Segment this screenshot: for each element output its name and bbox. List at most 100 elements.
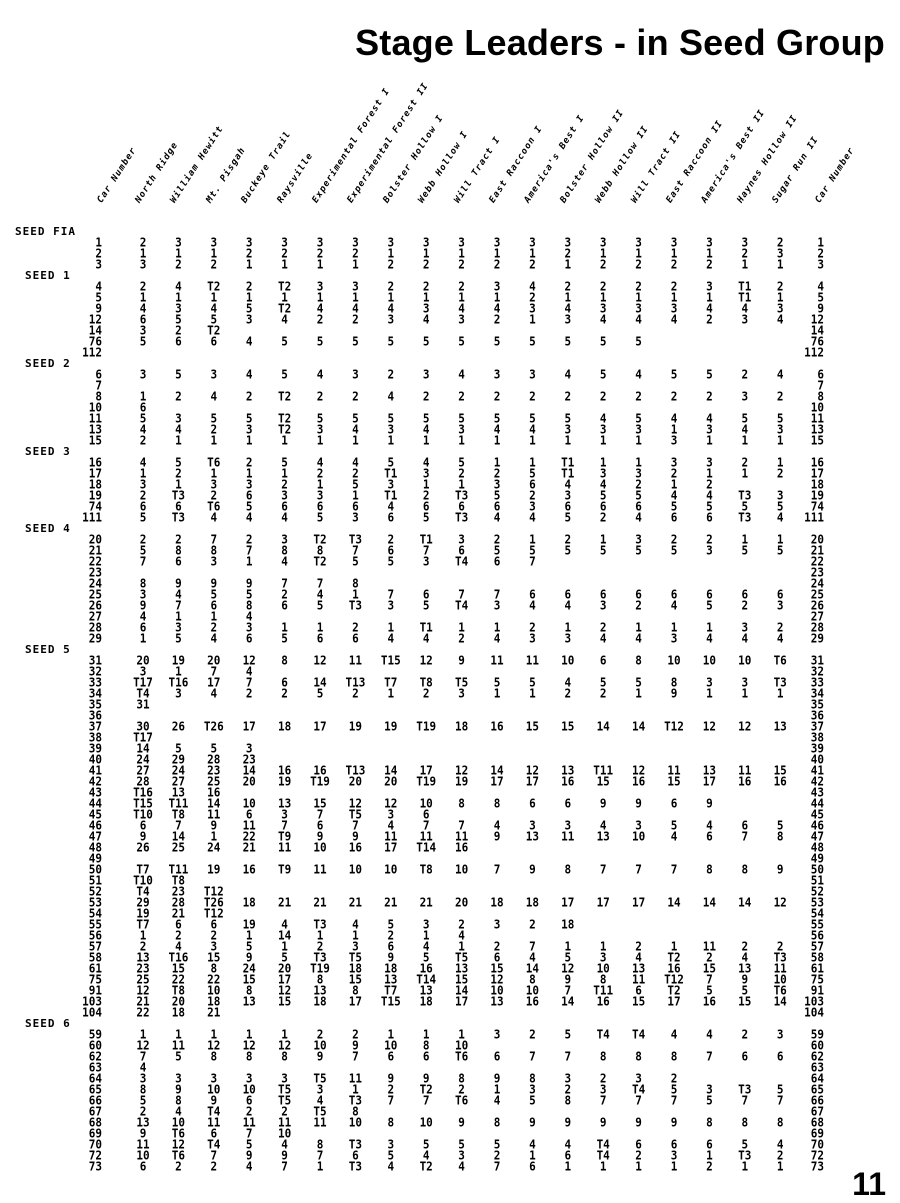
stage-position: 1 [564,433,572,448]
stage-position: 14 [738,895,752,910]
stage-position: 16 [419,961,433,976]
stage-position: 4 [599,411,607,426]
stage-position: 8 [493,796,501,811]
stage-position: 14 [207,796,221,811]
stage-position: 6 [139,620,147,635]
stage-position: 2 [422,488,430,503]
stage-position: 21 [207,1005,221,1020]
stage-position: T3 [313,917,327,932]
stage-position: 6 [564,587,572,602]
stage-position: T2 [667,983,681,998]
stage-position: 8 [387,1115,395,1130]
stage-position: 7 [458,587,465,602]
stage-position: 7 [281,818,288,833]
stage-position: 5 [706,499,713,514]
stage-position: 5 [493,675,501,690]
stage-position: 3 [635,532,642,547]
stage-position: 7 [316,807,324,822]
stage-position: 7 [741,1093,749,1108]
stage-position: 16 [348,840,363,855]
stage-position: 14 [454,983,469,998]
stage-position: 2 [316,939,324,954]
stage-position: 8 [776,1115,784,1130]
stage-position: 2 [599,686,607,701]
stage-position: 2 [387,928,395,943]
stage-position: 4 [493,818,501,833]
stage-position: 1 [281,433,288,448]
stage-position: 4 [210,389,218,404]
stage-position: 5 [564,334,572,349]
stage-position: 5 [245,1137,253,1152]
stage-position: 3 [175,1071,182,1086]
stage-position: 2 [635,477,642,492]
stage-position: 1 [422,928,430,943]
car-number-right: 28 [810,620,824,635]
stage-position: 28 [136,774,150,789]
stage-position: 1 [493,620,501,635]
car-number: 46 [88,818,102,833]
stage-position: 1 [529,433,536,448]
stage-position: 10 [207,1082,221,1097]
stage-position: T8 [171,807,186,822]
stage-position: 6 [706,587,713,602]
table-row: 29 1 5 4 6 5 6 6 4 4 2 4 3 3 4 4 3 4 4 4 29 [0,632,900,644]
car-number: 8 [95,389,102,404]
stage-position: 6 [458,499,465,514]
stage-position: 4 [352,301,359,316]
stage-position: 3 [387,312,395,327]
stage-position: 11 [561,829,575,844]
stage-position: 7 [458,818,465,833]
stage-position: 9 [564,1115,572,1130]
stage-position: 10 [384,1038,398,1053]
stage-position: 16 [561,774,575,789]
stage-position: 2 [564,1082,572,1097]
stage-position: 3 [706,1082,713,1097]
stage-position: 1 [316,290,324,305]
table-row: 65 8 9 10 10 T5 3 1 2 T2 2 1 3 2 3 T4 5 3 T3 5 65 [0,1082,900,1097]
stage-position: 9 [599,1115,607,1130]
car-number: 2 [95,246,102,261]
stage-position: 6 [599,587,607,602]
stage-position: T1 [384,488,398,503]
car-number-right: 23 [810,565,824,580]
stage-position: 5 [422,334,430,349]
car-number: 24 [88,576,102,591]
stage-position: 3 [741,675,749,690]
stage-position: 1 [564,257,572,272]
car-number: 64 [88,1071,102,1086]
car-number: 16 [88,455,102,470]
stage-position: 3 [387,598,395,613]
stage-position: 15 [348,972,363,987]
stage-position: 1 [599,455,607,470]
stage-position: T11 [593,983,614,998]
stage-position: 1 [706,290,713,305]
stage-position: 5 [175,312,182,327]
stage-position: 10 [702,653,717,668]
stage-position: 15 [490,961,504,976]
stage-position: 7 [175,818,182,833]
car-number-right: 37 [810,719,824,734]
stage-position: 4 [245,510,253,525]
stage-position: 21 [384,895,398,910]
stage-position: T3 [348,1137,363,1152]
car-number: 48 [88,840,102,855]
stage-position: 2 [387,1082,395,1097]
stage-position: 2 [529,488,536,503]
stage-position: 1 [175,664,182,679]
stage-position: 8 [635,1049,642,1064]
stage-position: 4 [599,477,607,492]
stage-position: 15 [454,972,469,987]
stage-position: 2 [458,917,465,932]
stage-position: 23 [171,884,186,899]
stage-position: 4 [175,587,182,602]
stage-position: T2 [277,279,292,294]
stage-position: 4 [175,422,182,437]
stage-position: 13 [773,719,787,734]
stage-position: 3 [422,917,430,932]
stage-position: 8 [245,1049,253,1064]
stage-position: 14 [313,675,327,690]
stage-position: 15 [631,994,646,1009]
stage-position: 3 [599,301,607,316]
stage-position: 4 [706,301,713,316]
car-number: 7 [95,378,102,393]
